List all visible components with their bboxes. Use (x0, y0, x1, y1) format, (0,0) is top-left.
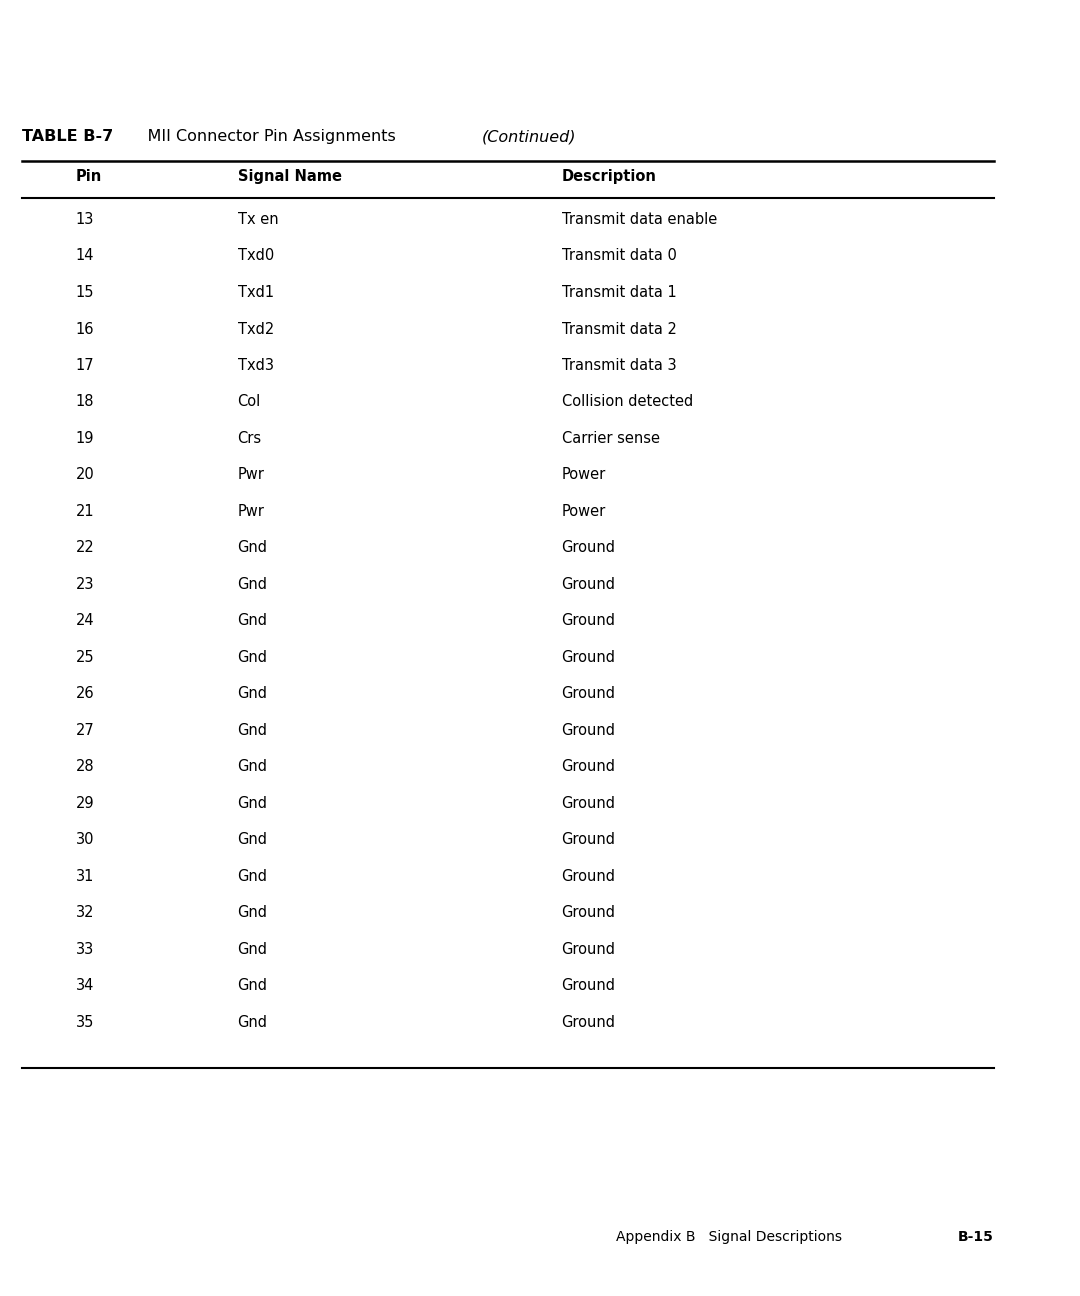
Text: Ground: Ground (562, 577, 616, 592)
Text: Transmit data 0: Transmit data 0 (562, 249, 676, 263)
Text: 21: 21 (76, 504, 94, 518)
Text: Gnd: Gnd (238, 540, 268, 556)
Text: 34: 34 (76, 978, 94, 994)
Text: 26: 26 (76, 687, 94, 701)
Text: Txd0: Txd0 (238, 249, 274, 263)
Text: Ground: Ground (562, 906, 616, 920)
Text: Ground: Ground (562, 723, 616, 737)
Text: Signal Name: Signal Name (238, 168, 341, 184)
Text: 28: 28 (76, 759, 94, 775)
Text: Transmit data enable: Transmit data enable (562, 213, 717, 227)
Text: Ground: Ground (562, 651, 616, 665)
Text: Gnd: Gnd (238, 723, 268, 737)
Text: 19: 19 (76, 432, 94, 446)
Text: Pin: Pin (76, 168, 102, 184)
Text: Ground: Ground (562, 613, 616, 629)
Text: Gnd: Gnd (238, 942, 268, 956)
Text: Gnd: Gnd (238, 1015, 268, 1030)
Text: MII Connector Pin Assignments: MII Connector Pin Assignments (127, 130, 401, 144)
Text: Power: Power (562, 468, 606, 482)
Text: Ground: Ground (562, 540, 616, 556)
Text: Txd1: Txd1 (238, 285, 273, 299)
Text: Gnd: Gnd (238, 687, 268, 701)
Text: Gnd: Gnd (238, 906, 268, 920)
Text: Gnd: Gnd (238, 651, 268, 665)
Text: Gnd: Gnd (238, 613, 268, 629)
Text: 30: 30 (76, 832, 94, 848)
Text: Ground: Ground (562, 942, 616, 956)
Text: 27: 27 (76, 723, 94, 737)
Text: Pwr: Pwr (238, 468, 265, 482)
Text: Appendix B   Signal Descriptions: Appendix B Signal Descriptions (616, 1230, 842, 1244)
Text: Gnd: Gnd (238, 832, 268, 848)
Text: Gnd: Gnd (238, 759, 268, 775)
Text: Transmit data 1: Transmit data 1 (562, 285, 676, 299)
Text: 31: 31 (76, 870, 94, 884)
Text: Txd3: Txd3 (238, 358, 273, 373)
Text: 29: 29 (76, 796, 94, 811)
Text: Col: Col (238, 394, 261, 410)
Text: 23: 23 (76, 577, 94, 592)
Text: Collision detected: Collision detected (562, 394, 693, 410)
Text: Crs: Crs (238, 432, 261, 446)
Text: Ground: Ground (562, 687, 616, 701)
Text: Tx en: Tx en (238, 213, 279, 227)
Text: B-15: B-15 (958, 1230, 994, 1244)
Text: Ground: Ground (562, 759, 616, 775)
Text: 35: 35 (76, 1015, 94, 1030)
Text: Gnd: Gnd (238, 577, 268, 592)
Text: Gnd: Gnd (238, 796, 268, 811)
Text: Gnd: Gnd (238, 978, 268, 994)
Text: Transmit data 2: Transmit data 2 (562, 321, 676, 337)
Text: 15: 15 (76, 285, 94, 299)
Text: Power: Power (562, 504, 606, 518)
Text: Ground: Ground (562, 796, 616, 811)
Text: Txd2: Txd2 (238, 321, 274, 337)
Text: 17: 17 (76, 358, 94, 373)
Text: Ground: Ground (562, 978, 616, 994)
Text: (Continued): (Continued) (482, 130, 577, 144)
Text: Gnd: Gnd (238, 870, 268, 884)
Text: 13: 13 (76, 213, 94, 227)
Text: 14: 14 (76, 249, 94, 263)
Text: 32: 32 (76, 906, 94, 920)
Text: Pwr: Pwr (238, 504, 265, 518)
Text: 33: 33 (76, 942, 94, 956)
Text: 24: 24 (76, 613, 94, 629)
Text: Ground: Ground (562, 1015, 616, 1030)
Text: Description: Description (562, 168, 657, 184)
Text: 16: 16 (76, 321, 94, 337)
Text: Carrier sense: Carrier sense (562, 432, 660, 446)
Text: 22: 22 (76, 540, 94, 556)
Text: 25: 25 (76, 651, 94, 665)
Text: Ground: Ground (562, 832, 616, 848)
Text: TABLE B-7: TABLE B-7 (22, 130, 113, 144)
Text: Ground: Ground (562, 870, 616, 884)
Text: Transmit data 3: Transmit data 3 (562, 358, 676, 373)
Text: 18: 18 (76, 394, 94, 410)
Text: 20: 20 (76, 468, 94, 482)
